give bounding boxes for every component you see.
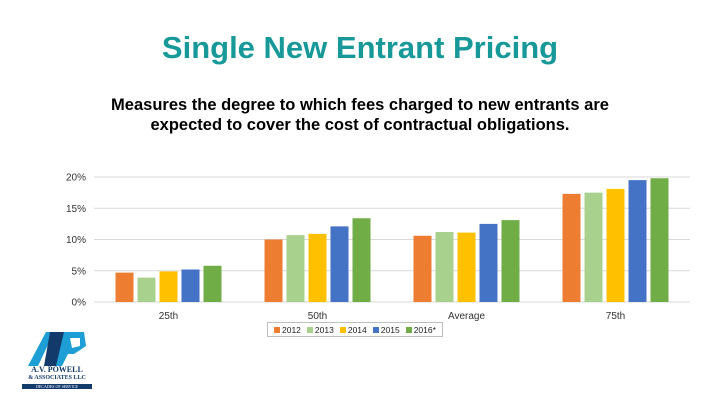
- subtitle-line-2: expected to cover the cost of contractua…: [150, 116, 570, 134]
- y-axis: 0% 5% 10% 15% 20%: [66, 173, 86, 309]
- x-tick-label: 75th: [606, 311, 625, 322]
- bar-2014-75th: [606, 188, 625, 302]
- legend-label: 2012: [282, 324, 301, 335]
- logo-line-2: & ASSOCIATES LLC: [28, 375, 86, 381]
- bar-2013-average: [435, 232, 454, 302]
- bar-2014-average: [457, 232, 476, 302]
- x-tick-label: 50th: [308, 311, 327, 322]
- legend-label: 2016*: [413, 324, 436, 335]
- bar-2012-25th: [115, 272, 134, 302]
- legend-item: 2012: [274, 325, 301, 335]
- av-powell-logo: [28, 332, 86, 366]
- bar-2016-75th: [650, 178, 669, 302]
- bar-2016-50th: [352, 218, 371, 302]
- logo-line-1: A.V. POWELL: [31, 365, 83, 374]
- legend-label: 2015: [380, 324, 400, 335]
- bar-2014-25th: [159, 271, 178, 302]
- bar-2015-average: [479, 223, 498, 302]
- y-tick-label: 0%: [72, 298, 87, 309]
- bar-2013-25th: [137, 277, 156, 302]
- logo-line-3: DECADES OF SERVICE: [22, 384, 92, 389]
- bar-2016-average: [501, 220, 520, 302]
- logo-text: A.V. POWELL & ASSOCIATES LLC DECADES OF …: [22, 365, 92, 389]
- y-tick-label: 20%: [66, 173, 86, 184]
- subtitle-line-1: Measures the degree to which fees charge…: [111, 96, 609, 114]
- bar-2015-25th: [181, 269, 200, 302]
- legend-label: 2014: [347, 324, 367, 335]
- bar-2012-average: [413, 235, 432, 302]
- y-tick-label: 5%: [72, 266, 87, 277]
- bar-2013-75th: [584, 192, 603, 302]
- legend-swatch: [372, 326, 379, 333]
- legend-item: 2016*: [405, 324, 436, 335]
- legend-item: 2013: [306, 324, 334, 335]
- y-tick-label: 10%: [66, 235, 86, 246]
- bar-2012-75th: [562, 193, 581, 302]
- legend-swatch: [274, 326, 280, 333]
- bar-2016-25th: [203, 265, 222, 302]
- legend-item: 2014: [339, 324, 367, 335]
- slide-subtitle: Measures the degree to which fees charge…: [60, 95, 660, 135]
- legend-swatch: [306, 326, 313, 333]
- bar-2015-75th: [628, 180, 647, 302]
- chart-legend: 2012 2013 2014 2015 2016*: [267, 322, 443, 337]
- bars: [115, 178, 669, 302]
- x-tick-label: Average: [448, 311, 486, 322]
- bar-2012-50th: [264, 239, 283, 302]
- legend-item: 2015: [372, 324, 400, 335]
- x-axis: 25th 50th Average 75th: [159, 311, 625, 322]
- x-tick-label: 25th: [159, 311, 178, 322]
- legend-swatch: [339, 326, 346, 333]
- bar-2015-50th: [330, 226, 349, 302]
- slide-title: Single New Entrant Pricing: [161, 30, 559, 65]
- legend-swatch: [405, 326, 412, 333]
- bar-2014-50th: [308, 233, 327, 302]
- legend-label: 2013: [314, 324, 334, 335]
- bar-2013-50th: [286, 235, 305, 302]
- y-tick-label: 15%: [66, 204, 86, 215]
